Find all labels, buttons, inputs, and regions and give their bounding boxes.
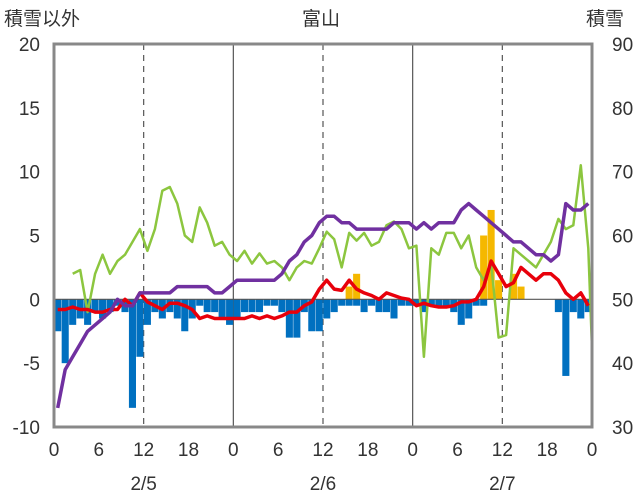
sunshine-bar-57	[480, 299, 488, 306]
sunshine-bar-46	[397, 299, 405, 306]
sunshine-bar-36	[323, 299, 331, 319]
sunshine-bar-15	[166, 299, 174, 313]
sunshine-bar-31	[285, 299, 293, 338]
sunshine-bar-1	[61, 299, 69, 364]
temperature-line	[72, 164, 594, 359]
sunshine-bar-38	[338, 299, 346, 306]
sunshine-bar-61	[577, 299, 585, 319]
x-tick-label: 0	[228, 440, 239, 461]
sunshine-bar-48	[412, 299, 420, 306]
sunshine-bar-40	[353, 299, 361, 306]
sunshine-bar-35	[315, 299, 323, 332]
sunshine-bar-58	[554, 299, 562, 313]
y-left-tick-label: -5	[23, 354, 40, 375]
sunshine-bar-27	[255, 299, 264, 313]
precipitation-bar-4	[495, 280, 503, 300]
sunshine-bar-22	[218, 299, 226, 319]
sunshine-bar-56	[472, 299, 480, 306]
y-right-tick-label: 60	[612, 227, 633, 248]
y-left-tick-label: -10	[13, 418, 40, 439]
x-tick-label: 6	[94, 440, 105, 461]
sunshine-bar-37	[330, 299, 338, 313]
y-right-tick-label: 40	[612, 354, 633, 375]
sunshine-bar-43	[375, 299, 383, 313]
x-tick-label: 12	[492, 440, 513, 461]
sunshine-bar-23	[226, 299, 234, 325]
x-tick-label: 12	[312, 440, 333, 461]
y-right-tick-label: 70	[612, 163, 633, 184]
sunshine-bar-44	[382, 299, 391, 313]
x-tick-label: 0	[587, 440, 598, 461]
x-tick-label: 6	[452, 440, 463, 461]
sunshine-bar-7	[106, 299, 114, 313]
date-label: 2/7	[489, 474, 515, 495]
sunshine-bar-54	[457, 299, 465, 325]
precipitation-bar-5	[510, 273, 518, 300]
x-tick-label: 6	[273, 440, 284, 461]
sunshine-bar-5	[91, 299, 99, 313]
precipitation-bar-0	[345, 286, 353, 300]
sunshine-bar-19	[196, 299, 204, 306]
y-left-tick-label: 0	[29, 290, 40, 311]
x-tick-label: 18	[537, 440, 558, 461]
sunshine-bar-2	[69, 299, 77, 325]
y-right-tick-label: 50	[612, 290, 633, 311]
sunshine-bar-11	[136, 299, 144, 357]
y-left-tick-label: 5	[29, 227, 40, 248]
sunshine-bar-10	[128, 299, 136, 408]
sunshine-bar-29	[270, 299, 278, 306]
snow_depth-line	[55, 201, 590, 409]
x-tick-label: 0	[49, 440, 60, 461]
sunshine-bar-49	[420, 299, 428, 313]
x-tick-label: 12	[133, 440, 154, 461]
sunshine-bar-42	[368, 299, 376, 306]
date-label: 2/5	[130, 474, 156, 495]
sunshine-bar-39	[345, 299, 353, 306]
right-axis-title: 積雪	[586, 9, 625, 30]
sunshine-bar-28	[263, 299, 271, 306]
wind_speed-line	[57, 259, 590, 321]
sunshine-bar-21	[211, 299, 219, 313]
sunshine-bar-6	[99, 299, 107, 319]
x-tick-label: 18	[178, 440, 199, 461]
sunshine-bar-50	[427, 299, 435, 306]
precipitation-bar-2	[480, 235, 488, 300]
x-tick-label: 0	[407, 440, 418, 461]
sunshine-bar-12	[143, 299, 151, 325]
sunshine-bar-32	[293, 299, 301, 338]
sunshine-bar-0	[54, 299, 62, 332]
precipitation-bar-3	[487, 209, 495, 300]
sunshine-bar-30	[278, 299, 286, 313]
sunshine-bar-47	[405, 299, 413, 306]
sunshine-bar-41	[360, 299, 368, 313]
date-label: 2/6	[310, 474, 336, 495]
sunshine-bar-17	[181, 299, 189, 332]
precipitation-bar-6	[517, 286, 525, 300]
plot-frame	[52, 42, 594, 429]
x-tick-label: 18	[357, 440, 378, 461]
left-axis-title: 積雪以外	[4, 9, 81, 30]
sunshine-bar-26	[248, 299, 256, 313]
sunshine-bar-55	[465, 299, 473, 319]
sunshine-bar-60	[569, 299, 577, 313]
y-right-tick-label: 90	[612, 35, 633, 56]
sunshine-bar-51	[435, 299, 443, 306]
y-right-tick-label: 80	[612, 99, 633, 120]
y-right-tick-label: 30	[612, 418, 633, 439]
sunshine-bar-16	[173, 299, 181, 319]
sunshine-bar-59	[562, 299, 570, 376]
sunshine-bar-34	[308, 299, 316, 332]
y-left-tick-label: 10	[19, 163, 40, 184]
sunshine-bar-24	[233, 299, 241, 319]
sunshine-bar-52	[442, 299, 450, 306]
chart-title: 富山	[302, 9, 341, 30]
sunshine-bar-25	[241, 299, 249, 313]
sunshine-bar-45	[390, 299, 398, 319]
sunshine-bar-20	[203, 299, 211, 313]
y-left-tick-label: 20	[19, 35, 40, 56]
y-left-tick-label: 15	[19, 99, 40, 120]
